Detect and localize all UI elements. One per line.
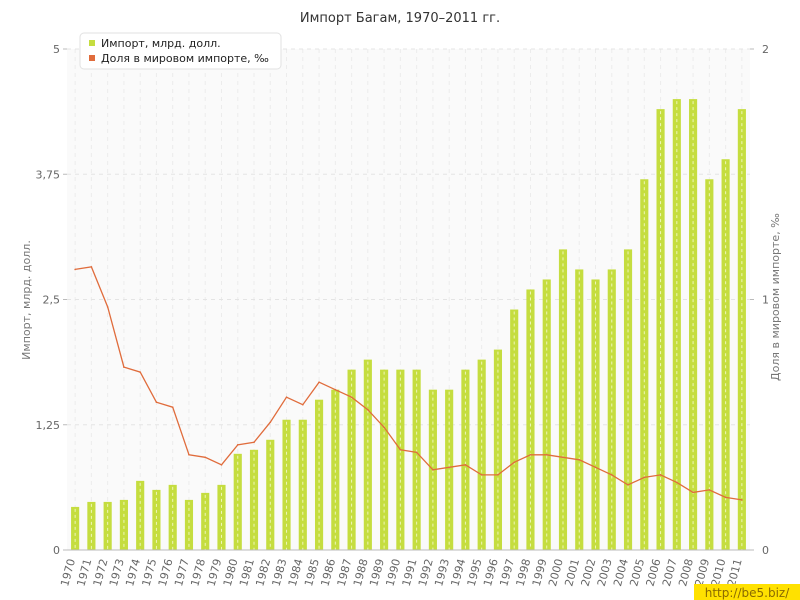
share-point-1983 — [285, 396, 288, 398]
bar-1988 — [363, 359, 372, 550]
bar-1982 — [266, 439, 275, 550]
share-point-2011 — [741, 499, 743, 501]
share-point-1978 — [204, 456, 207, 459]
legend-swatch-imports — [89, 40, 95, 46]
share-point-2007 — [676, 481, 678, 484]
bar-2004 — [623, 249, 633, 550]
share-point-1984 — [301, 403, 304, 406]
bar-1994 — [461, 369, 470, 550]
bar-1980 — [233, 453, 242, 550]
bar-2005 — [640, 179, 649, 550]
chart-title: Импорт Багам, 1970–2011 гг. — [300, 11, 500, 26]
bar-1997 — [510, 309, 519, 550]
share-point-1993 — [448, 466, 450, 469]
legend-swatch-share — [89, 55, 95, 61]
y-tick-label: 0 — [53, 544, 60, 557]
watermark-link[interactable]: http://be5.biz/ — [705, 586, 790, 600]
y-right-ticks: 0 1 2 — [750, 43, 769, 557]
series-line-share — [75, 266, 742, 501]
share-point-1988 — [367, 408, 369, 411]
share-point-1977 — [188, 454, 190, 456]
y-left-ticks: 0 1,25 2,5 3,75 5 — [36, 43, 67, 557]
bar-1973 — [119, 499, 128, 550]
share-point-2009 — [708, 489, 711, 491]
share-point-1996 — [497, 474, 499, 476]
bar-1977 — [184, 499, 194, 550]
share-point-1973 — [123, 366, 125, 368]
share-point-1971 — [90, 266, 93, 268]
share-point-1972 — [106, 306, 109, 308]
share-point-2008 — [692, 491, 694, 494]
y-tick-label: 5 — [53, 43, 60, 56]
share-point-2006 — [659, 474, 662, 476]
bar-2000 — [558, 249, 568, 550]
watermark[interactable]: http://be5.biz/ — [694, 584, 800, 600]
bar-1971 — [87, 501, 96, 550]
share-point-1981 — [253, 441, 255, 444]
bar-1995 — [477, 359, 486, 550]
share-point-1992 — [432, 469, 434, 471]
share-point-2002 — [594, 466, 597, 469]
bar-1972 — [103, 501, 112, 550]
legend: Импорт, млрд. долл. Доля в мировом импор… — [79, 32, 282, 70]
share-point-2010 — [724, 496, 727, 499]
share-point-1994 — [464, 464, 467, 466]
share-point-1979 — [220, 464, 223, 466]
share-point-1975 — [155, 401, 158, 404]
line-layer — [74, 266, 743, 501]
share-point-2001 — [578, 459, 581, 461]
share-point-1982 — [269, 421, 272, 424]
share-point-1998 — [529, 454, 532, 456]
share-point-1980 — [236, 443, 239, 446]
y2-axis-title: Доля в мировом импорте, ‰ — [769, 213, 782, 381]
legend-label-imports: Импорт, млрд. долл. — [101, 37, 221, 50]
bar-1984 — [298, 419, 307, 550]
share-point-1999 — [545, 454, 548, 456]
share-point-1976 — [171, 406, 174, 409]
bar-1991 — [412, 369, 421, 550]
y-tick-label: 3,75 — [36, 168, 61, 181]
share-point-2000 — [562, 456, 564, 459]
legend-box — [79, 32, 282, 70]
y-tick-label: 1,25 — [36, 419, 61, 432]
share-point-1986 — [334, 388, 337, 391]
legend-label-share: Доля в мировом импорте, ‰ — [101, 52, 269, 65]
share-point-1989 — [383, 426, 385, 429]
y2-tick-label: 1 — [762, 294, 769, 307]
y-tick-label: 2,5 — [43, 294, 61, 307]
share-point-2003 — [610, 474, 613, 476]
bar-1990 — [396, 369, 405, 550]
share-point-1991 — [415, 451, 418, 454]
watermark-background — [694, 584, 800, 600]
x-ticks: 1970197119721973197419751976197719781979… — [58, 557, 745, 587]
share-point-1997 — [513, 461, 516, 464]
bar-1987 — [347, 369, 356, 550]
bar-1983 — [282, 419, 291, 550]
share-point-1990 — [399, 449, 402, 451]
bar-1975 — [152, 489, 161, 550]
share-point-1974 — [139, 371, 141, 373]
share-point-1995 — [480, 474, 483, 476]
share-point-1987 — [350, 396, 353, 398]
share-point-1970 — [74, 268, 76, 271]
bar-layer — [71, 99, 746, 551]
y2-tick-label: 0 — [762, 544, 769, 557]
share-point-1985 — [318, 381, 320, 383]
y2-tick-label: 2 — [762, 43, 769, 56]
bar-1989 — [380, 369, 389, 550]
bar-2009 — [705, 179, 714, 550]
y-axis-title: Импорт, млрд. долл. — [20, 240, 33, 360]
share-point-2005 — [643, 476, 646, 479]
share-point-2004 — [627, 484, 629, 486]
